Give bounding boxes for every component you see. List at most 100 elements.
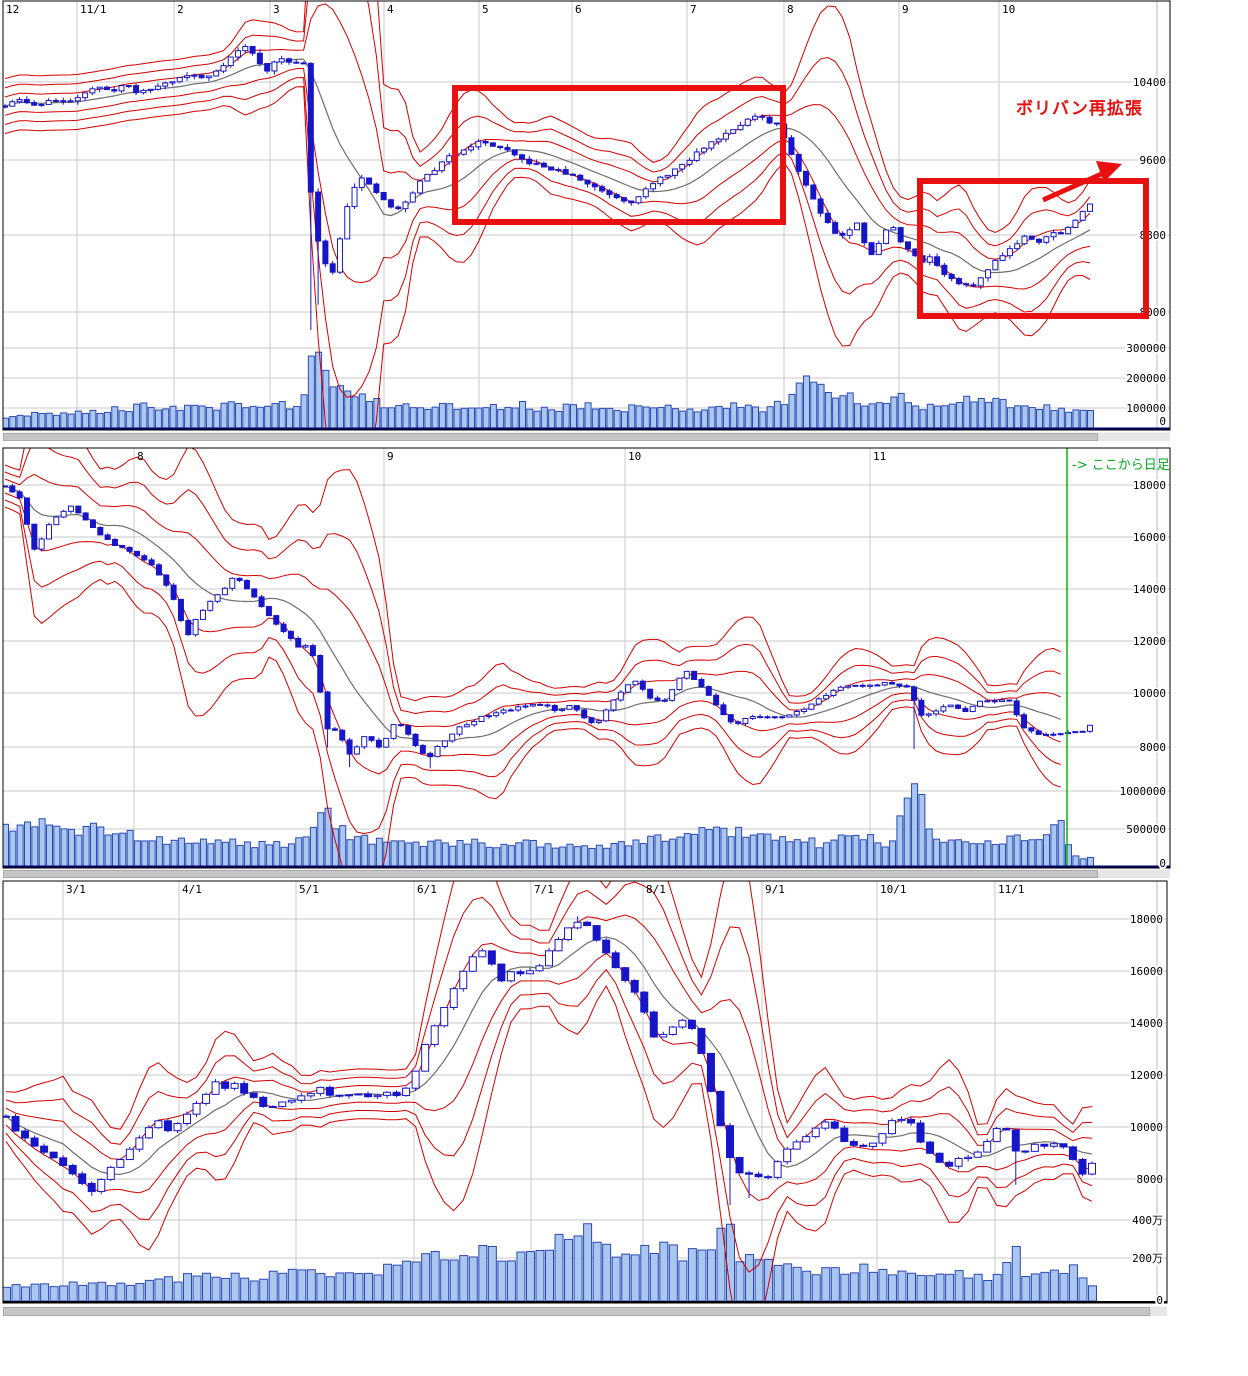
y-tick-label: 16000 [1130, 965, 1163, 978]
x-tick-label: 12 [6, 3, 19, 16]
chart3-hscrollbar-thumb[interactable] [3, 1307, 1150, 1316]
lower-band-1sigma [4, 67, 1091, 290]
chart-mid-daily: 8 9 10 11 18000 16000 14000 12000 10000 8000 10000… [2, 447, 1171, 872]
x-tick-label: 2 [177, 3, 184, 16]
upper-band-1sigma [4, 473, 1061, 728]
annotation-box-2 [917, 178, 1149, 319]
moving-average [5, 936, 1093, 1176]
chart3-hscrollbar[interactable] [3, 1306, 1167, 1316]
x-tick-label: 8/1 [646, 883, 666, 896]
lower-band-3sigma [4, 506, 1061, 868]
x-tick-label: 10 [1002, 3, 1015, 16]
y-tick-label: 12000 [1133, 635, 1166, 648]
y-tick-label: 10000 [1133, 687, 1166, 700]
volume-bars [3, 1223, 1097, 1302]
y-tick-label: 200000 [1126, 372, 1166, 385]
gridlines [3, 881, 1167, 1303]
y-tick-label: 12000 [1130, 1069, 1163, 1082]
upper-band-3sigma [4, 448, 1061, 702]
x-tick-label: 11 [873, 450, 886, 463]
gridlines [3, 448, 1170, 868]
upper-band-2sigma [4, 448, 1061, 715]
volume-bars [3, 783, 1094, 867]
y-tick-label: 200万 [1132, 1252, 1163, 1265]
lower-band-3sigma [4, 86, 1091, 430]
y-tick-label: 18000 [1133, 479, 1166, 492]
chart-top-weekly: 12 11/1 2 3 4 5 6 7 8 9 10104009600880080003000002… [2, 0, 1171, 431]
annotation-arrow-shaft [1041, 169, 1108, 203]
volume-bars [3, 351, 1094, 429]
lower-band-1sigma [4, 492, 1061, 775]
x-tick-label: 6/1 [417, 883, 437, 896]
upper-band-2sigma [4, 1, 1091, 247]
chart2-hscrollbar-thumb[interactable] [3, 870, 1098, 878]
y-tick-label: 10400 [1133, 76, 1166, 89]
x-tick-label: 4 [387, 3, 394, 16]
annotation-arrow-head [1096, 161, 1122, 182]
x-tick-label: 9 [387, 450, 394, 463]
x-tick-label: 5/1 [299, 883, 319, 896]
axis-labels: 12 11/1 2 3 4 5 6 7 8 9 10104009600880080003000002… [6, 3, 1168, 430]
chart2-hscrollbar[interactable] [3, 869, 1170, 878]
upper-band-3sigma [4, 1, 1091, 234]
x-tick-label: 10 [628, 450, 641, 463]
x-tick-label: 5 [482, 3, 489, 16]
y-tick-label: 8000 [1137, 1173, 1164, 1186]
annotation-box-1 [452, 85, 786, 225]
plot-border [2, 880, 1168, 1304]
chart1-hscrollbar-thumb[interactable] [3, 433, 1098, 441]
candles [3, 483, 1093, 769]
y-tick-label: 100000 [1126, 402, 1166, 415]
x-tick-label: 3 [273, 3, 280, 16]
annotations [452, 85, 1149, 319]
x-tick-label: 8 [787, 3, 794, 16]
x-tick-label: 11/1 [80, 3, 107, 16]
x-tick-label: 7 [690, 3, 697, 16]
y-tick-label: 18000 [1130, 913, 1163, 926]
plot-border [2, 0, 1171, 431]
y-tick-label: 1000000 [1120, 785, 1166, 798]
bollinger-bands [4, 448, 1061, 868]
gridlines [3, 1, 1170, 430]
y-tick-label: 0 [1159, 415, 1166, 428]
x-tick-label: 4/1 [182, 883, 202, 896]
y-tick-label: 300000 [1126, 342, 1166, 355]
x-tick-label: 9 [902, 3, 909, 16]
y-tick-label: 16000 [1133, 531, 1166, 544]
x-tick-label: 6 [575, 3, 582, 16]
x-tick-label: 7/1 [534, 883, 554, 896]
lower-band-2sigma [4, 499, 1061, 835]
y-tick-label: 10000 [1130, 1121, 1163, 1134]
candles [3, 916, 1096, 1205]
candles [3, 44, 1093, 330]
x-tick-label: 9/1 [765, 883, 785, 896]
lower-band-1sigma [5, 952, 1093, 1202]
moving-average [4, 485, 1061, 742]
x-tick-label: 8 [137, 450, 144, 463]
lower-band-2sigma [5, 968, 1093, 1273]
bollinger-bands [4, 1, 1091, 430]
upper-band-3sigma [5, 881, 1093, 1130]
moving-average [4, 58, 1091, 274]
x-tick-label: 11/1 [998, 883, 1025, 896]
plot-border [2, 447, 1171, 869]
chart-bottom-weekly: 3/1 4/1 5/1 6/1 7/1 8/1 9/1 10/1 11/1 18000 16000 1… [2, 880, 1168, 1309]
lower-band-3sigma [5, 984, 1093, 1303]
x-tick-label: 10/1 [880, 883, 907, 896]
y-tick-label: 400万 [1132, 1214, 1163, 1227]
annotation-daily-from-here-text: -> ここから日足 [1072, 458, 1170, 473]
y-tick-label: 14000 [1130, 1017, 1163, 1030]
upper-band-2sigma [5, 881, 1093, 1145]
axis-labels: 8 9 10 11 18000 16000 14000 12000 10000 8000 10000… [137, 450, 1168, 872]
y-tick-label: 8000 [1140, 741, 1167, 754]
x-tick-label: 3/1 [66, 883, 86, 896]
lower-band-2sigma [4, 76, 1091, 398]
y-tick-label: 14000 [1133, 583, 1166, 596]
y-tick-label: 9600 [1140, 154, 1167, 167]
y-tick-label: 0 [1156, 1294, 1163, 1307]
y-tick-label: 500000 [1126, 823, 1166, 836]
axis-labels: 3/1 4/1 5/1 6/1 7/1 8/1 9/1 10/1 11/1 18000 16000 1… [66, 883, 1165, 1309]
chart1-hscrollbar[interactable] [3, 432, 1170, 441]
